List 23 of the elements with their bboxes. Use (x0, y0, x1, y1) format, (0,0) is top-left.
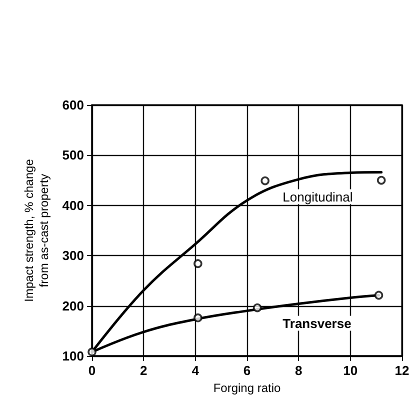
series-label: Longitudinal (282, 189, 353, 204)
x-tick-label: 2 (140, 363, 148, 378)
y-tick-label: 100 (62, 348, 84, 364)
point (374, 290, 384, 300)
y-tick-label: 200 (62, 298, 84, 314)
y-axis-title: Impact strength, % change from as-cast property (22, 158, 51, 302)
x-tick-label: 6 (243, 363, 251, 378)
y-tick-label: 300 (62, 248, 84, 264)
x-tick-label: 0 (88, 363, 96, 378)
y-tick-label: 500 (62, 148, 84, 163)
series-label: Transverse (282, 316, 352, 331)
point (194, 313, 202, 322)
point (252, 303, 262, 312)
x-axis-title: Forging ratio (213, 380, 282, 395)
x-tick-label: 10 (343, 363, 358, 378)
y-tick-label: 600 (62, 98, 84, 112)
point (260, 176, 270, 186)
point (376, 176, 386, 185)
x-tick-label: 4 (192, 363, 200, 378)
x-tick-label: 8 (295, 363, 302, 378)
point (194, 259, 202, 268)
y-tick-label: 400 (62, 198, 84, 213)
x-tick-label: 12 (394, 363, 410, 378)
